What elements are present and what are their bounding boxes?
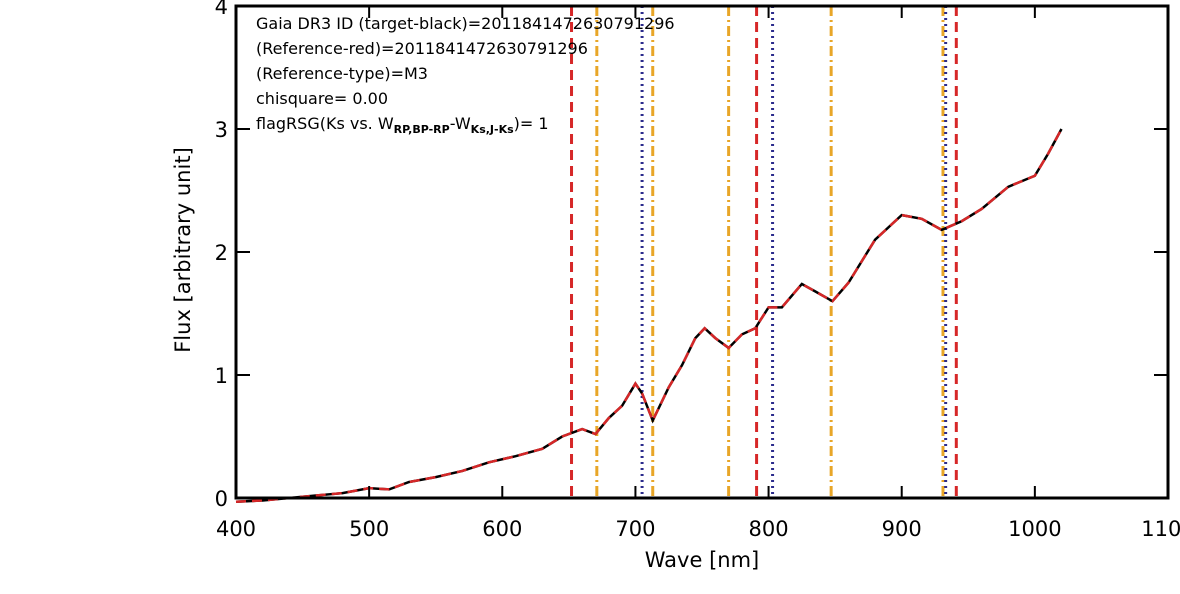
y-tick-label: 1 xyxy=(215,364,228,388)
x-tick-label: 800 xyxy=(749,517,789,541)
annotation: (Reference-type)=M3 xyxy=(256,64,428,83)
x-tick-label: 600 xyxy=(482,517,522,541)
annotation: Gaia DR3 ID (target-black)=2011841472630… xyxy=(256,14,675,33)
annotation-part: -W xyxy=(450,114,471,133)
annotation: chisquare= 0.00 xyxy=(256,89,388,108)
annotation-part: )= 1 xyxy=(514,114,549,133)
annotation-part: Ks,J-Ks xyxy=(471,123,514,136)
spectrum-line xyxy=(235,128,1063,503)
annotation-part: RP,BP-RP xyxy=(394,123,450,136)
annotation: flagRSG(Ks vs. WRP,BP-RP-WKs,J-Ks)= 1 xyxy=(256,114,549,136)
y-tick-label: 4 xyxy=(215,0,228,19)
annotation-part: flagRSG(Ks vs. W xyxy=(256,114,394,133)
annotation: (Reference-red)=2011841472630791296 xyxy=(256,39,588,58)
x-tick-label: 700 xyxy=(615,517,655,541)
x-tick-label: 500 xyxy=(349,517,389,541)
spectrum-line xyxy=(235,128,1063,503)
x-axis-label: Wave [nm] xyxy=(645,548,759,572)
x-tick-label: 400 xyxy=(216,517,256,541)
y-tick-label: 0 xyxy=(215,487,228,511)
x-tick-label: 900 xyxy=(882,517,922,541)
y-tick-label: 2 xyxy=(215,241,228,265)
y-axis-label: Flux [arbitrary unit] xyxy=(171,147,195,353)
y-tick-label: 3 xyxy=(215,118,228,142)
x-tick-label: 1000 xyxy=(1008,517,1061,541)
